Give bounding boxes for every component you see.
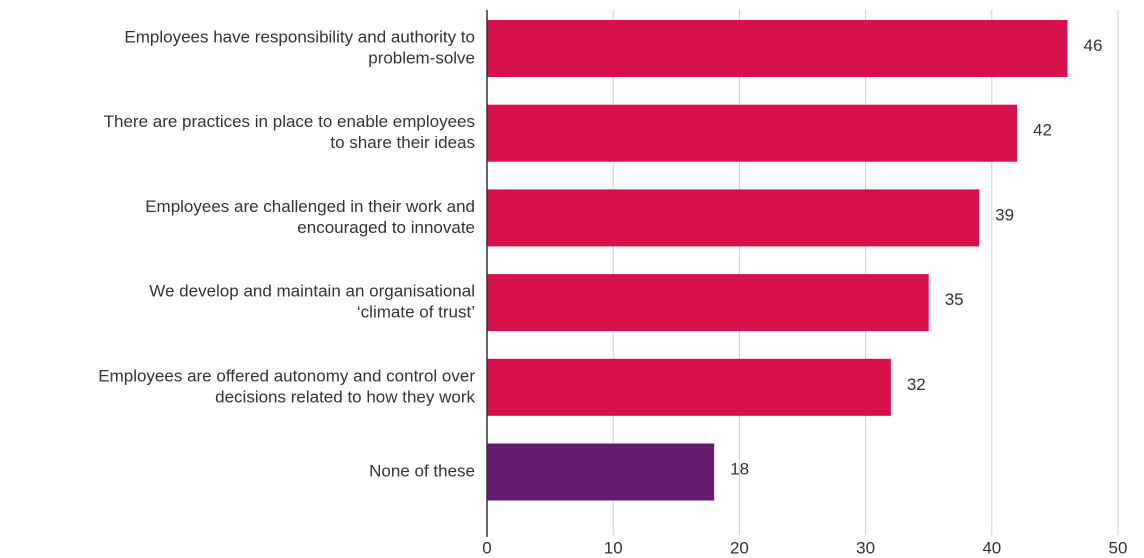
category-label: None of these	[369, 461, 475, 480]
category-label: decisions related to how they work	[215, 387, 475, 406]
category-label: ‘climate of trust’	[357, 303, 475, 322]
bar	[487, 20, 1068, 77]
category-label: to share their ideas	[330, 133, 475, 152]
value-label: 39	[995, 205, 1014, 224]
category-label: Employees have responsibility and author…	[124, 27, 475, 46]
category-label: encouraged to innovate	[297, 218, 475, 237]
x-tick-label: 30	[856, 538, 875, 557]
x-tick-label: 20	[730, 538, 749, 557]
category-label: Employees are challenged in their work a…	[145, 197, 475, 216]
bar	[487, 274, 929, 332]
bar	[487, 104, 1018, 162]
category-label: problem-solve	[368, 48, 475, 67]
category-label: We develop and maintain an organisationa…	[149, 282, 475, 301]
category-label: Employees are offered autonomy and contr…	[98, 366, 475, 385]
x-tick-label: 50	[1109, 538, 1128, 557]
value-label: 35	[945, 290, 964, 309]
bar	[487, 443, 715, 501]
x-tick-label: 40	[982, 538, 1001, 557]
x-tick-label: 10	[604, 538, 623, 557]
bar	[487, 358, 891, 416]
category-label: There are practices in place to enable e…	[104, 112, 475, 131]
value-label: 42	[1033, 121, 1052, 140]
x-tick-label: 0	[482, 538, 491, 557]
value-label: 18	[730, 459, 749, 478]
value-label: 46	[1084, 36, 1103, 55]
value-label: 32	[907, 375, 926, 394]
bar	[487, 189, 980, 247]
